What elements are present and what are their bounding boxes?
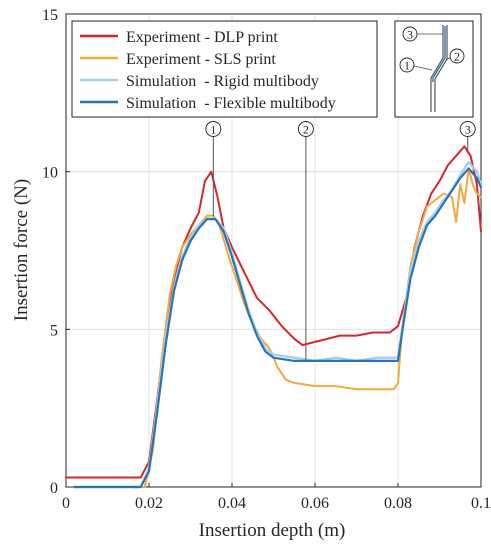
inset-marker-3-label: 3 <box>407 28 413 42</box>
x-axis-label: Insertion depth (m) <box>199 520 346 541</box>
inset-insert-wire <box>432 26 446 82</box>
inset-marker-1-label: 1 <box>404 59 410 73</box>
y-tick-label: 5 <box>50 322 58 339</box>
y-axis-label: Insertion force (N) <box>11 179 32 321</box>
inset-marker-1 <box>399 57 415 73</box>
series-layer <box>65 145 483 489</box>
inset-channel-outer <box>430 25 444 112</box>
inset-marker-2-label: 2 <box>454 50 460 64</box>
series-line-sls <box>73 167 482 488</box>
inset-channel-inner <box>434 25 448 112</box>
inset-marker-3 <box>402 26 418 42</box>
marker-circle-1 <box>205 121 222 137</box>
marker-circle-2 <box>297 121 314 137</box>
inset-marker-2 <box>449 48 465 64</box>
y-tick-label: 10 <box>42 165 58 182</box>
legend-label-dlp: Experiment - DLP print <box>126 29 278 46</box>
x-tick-label: 0.1 <box>471 495 491 512</box>
plot-frame <box>65 13 482 488</box>
x-tick-label: 0 <box>62 495 70 512</box>
x-tick-label: 0.04 <box>218 495 246 512</box>
marker-label-1: 1 <box>210 123 216 137</box>
legend-box <box>71 20 378 118</box>
legend-label-rigid: Simulation - Rigid multibody <box>126 73 319 90</box>
marker-layer: 1 2 3 <box>205 121 476 361</box>
marker-circle-3 <box>459 121 476 137</box>
x-tick-label: 0.08 <box>384 495 412 512</box>
x-tick-label: 0.06 <box>301 495 329 512</box>
inset-leader-1 <box>413 65 433 71</box>
marker-label-3: 3 <box>465 123 471 137</box>
series-line-flexible <box>73 167 483 489</box>
legend-label-sls: Experiment - SLS print <box>126 51 276 68</box>
tick-layer: 0 0.02 0.04 0.06 0.08 0.1 0 5 10 15 <box>42 7 491 512</box>
legend: Experiment - DLP print Experiment - SLS … <box>71 20 378 118</box>
legend-label-flexible: Simulation - Flexible multibody <box>126 95 336 112</box>
x-tick-label: 0.02 <box>135 495 163 512</box>
y-tick-label: 15 <box>42 7 58 24</box>
inset-schematic: 3 2 1 <box>394 20 474 118</box>
y-tick-label: 0 <box>50 480 58 497</box>
marker-label-2: 2 <box>303 123 309 137</box>
